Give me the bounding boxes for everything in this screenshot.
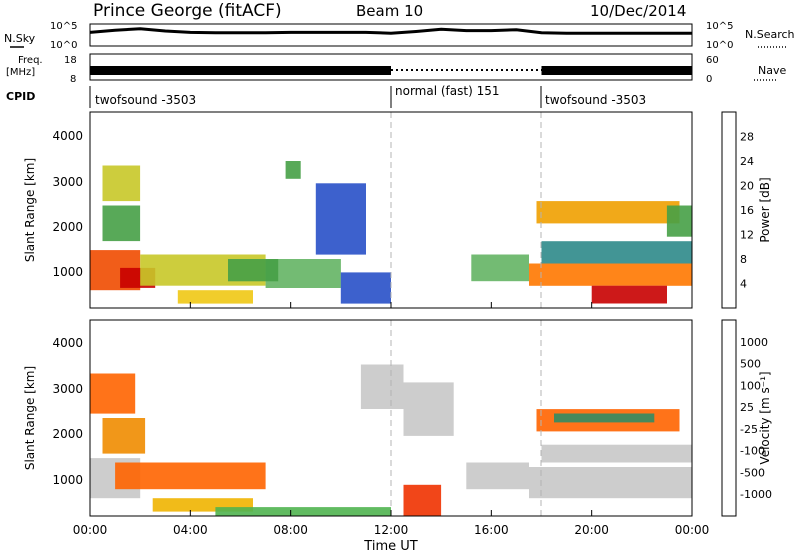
velocity-colorbar-tick-6: -500 xyxy=(740,466,765,479)
power-ytick-2000: 2000 xyxy=(52,220,83,234)
power-heatmap xyxy=(90,161,692,304)
power-region-7 xyxy=(177,290,253,304)
nsky-tick-top: 10^5 xyxy=(50,21,77,32)
velocity-ytick-3000: 3000 xyxy=(52,382,83,396)
cpid-panel: CPID twofsound -3503 normal (fast) 151 t… xyxy=(6,84,646,108)
power-colorbar: 28 24 20 16 12 8 4 xyxy=(721,111,754,309)
power-colorbar-tick-4: 12 xyxy=(740,229,754,242)
velocity-region-5 xyxy=(102,418,146,454)
power-region-8 xyxy=(228,259,279,282)
x-tick-label-5: 20:00 xyxy=(574,523,609,537)
velocity-ytick-1000: 1000 xyxy=(52,473,83,487)
freq-unit-label: [MHz] xyxy=(6,67,35,78)
velocity-xticks xyxy=(89,510,693,516)
power-ytick-1000: 1000 xyxy=(52,265,83,279)
x-tick-label-2: 08:00 xyxy=(273,523,308,537)
power-colorbar-tick-6: 4 xyxy=(740,278,747,291)
velocity-colorbar-tick-5: -100 xyxy=(740,445,765,458)
power-region-6 xyxy=(102,165,141,202)
cpid-label-2: normal (fast) 151 xyxy=(395,84,499,98)
velocity-region-7 xyxy=(360,364,404,409)
nsky-label: N.Sky xyxy=(4,32,36,45)
x-tick-label-4: 16:00 xyxy=(474,523,509,537)
noise-panel-frame xyxy=(89,23,693,47)
velocity-colorbar: 1000 500 100 25 -25 -100 -500 -1000 xyxy=(721,319,772,517)
velocity-colorbar-label: Velocity [m s⁻¹] xyxy=(758,371,772,464)
velocity-colorbar-tick-0: 1000 xyxy=(740,336,768,349)
freq-bar-0 xyxy=(90,66,391,75)
power-region-9 xyxy=(315,183,366,255)
velocity-region-6 xyxy=(403,484,442,516)
velocity-region-1 xyxy=(115,462,266,490)
power-region-12 xyxy=(529,263,692,286)
velocity-region-3 xyxy=(215,507,391,516)
nave-tick-top: 60 xyxy=(706,55,719,66)
freq-label: Freq. xyxy=(18,55,43,66)
velocity-heatmap xyxy=(90,364,692,516)
nsky-tick-bottom: 10^0 xyxy=(50,40,77,51)
power-ytick-4000: 4000 xyxy=(52,129,83,143)
power-panel: Slant Range [km] 4000 3000 2000 1000 282… xyxy=(23,111,772,309)
power-colorbar-tick-2: 20 xyxy=(740,180,754,193)
velocity-region-9 xyxy=(466,462,529,490)
date-label: 10/Dec/2014 xyxy=(590,2,686,20)
velocity-region-13 xyxy=(554,413,655,423)
nsearch-tick-bottom: 10^0 xyxy=(706,40,733,51)
velocity-colorbar-tick-7: -1000 xyxy=(740,488,772,501)
power-colorbar-frame xyxy=(721,111,737,309)
noise-line xyxy=(89,27,692,35)
velocity-colorbar-tick-3: 25 xyxy=(740,401,754,414)
x-tick-label-0: 00:00 xyxy=(73,523,108,537)
velocity-colorbar-frame xyxy=(721,319,737,517)
power-colorbar-label: Power [dB] xyxy=(758,177,772,242)
station-title: Prince George (fitACF) xyxy=(93,1,282,21)
velocity-region-4 xyxy=(90,373,136,414)
power-region-15 xyxy=(536,201,680,224)
freq-tick-top: 18 xyxy=(64,55,77,66)
x-tick-label-1: 04:00 xyxy=(173,523,208,537)
nsearch-label: N.Search xyxy=(745,28,795,41)
power-ylabel: Slant Range [km] xyxy=(23,158,37,262)
velocity-ytick-2000: 2000 xyxy=(52,427,83,441)
x-axis-label: Time UT xyxy=(363,539,417,554)
velocity-region-11 xyxy=(541,444,692,463)
velocity-panel: Slant Range [km] 4000 3000 2000 1000 100… xyxy=(23,319,772,517)
freq-tick-bottom: 8 xyxy=(70,74,76,85)
power-colorbar-tick-1: 24 xyxy=(740,155,754,168)
velocity-colorbar-tick-2: 100 xyxy=(740,379,761,392)
power-region-4 xyxy=(340,272,391,304)
cpid-label-1: twofsound -3503 xyxy=(95,93,196,107)
cpid-label: CPID xyxy=(6,90,35,103)
velocity-region-10 xyxy=(529,467,692,499)
velocity-region-8 xyxy=(403,382,454,436)
power-xticks xyxy=(89,302,693,308)
velocity-colorbar-tick-1: 500 xyxy=(740,358,761,371)
velocity-colorbar-tick-4: -25 xyxy=(740,423,758,436)
power-region-10 xyxy=(285,161,301,179)
nsearch-tick-top: 10^5 xyxy=(706,21,733,32)
power-colorbar-tick-5: 8 xyxy=(740,253,747,266)
frequency-bars xyxy=(90,66,692,75)
frequency-panel: Freq. [MHz] 18 8 60 0 Nave xyxy=(6,53,786,85)
freq-bar-2 xyxy=(541,66,692,75)
power-region-5 xyxy=(102,205,141,242)
power-colorbar-tick-0: 28 xyxy=(740,131,754,144)
power-region-14 xyxy=(541,241,692,264)
velocity-ylabel: Slant Range [km] xyxy=(23,366,37,470)
power-colorbar-tick-3: 16 xyxy=(740,204,754,217)
cpid-label-3: twofsound -3503 xyxy=(545,93,646,107)
beam-label: Beam 10 xyxy=(356,2,423,20)
x-tick-label-6: 00:00 xyxy=(675,523,710,537)
power-region-16 xyxy=(666,205,692,237)
power-ytick-3000: 3000 xyxy=(52,175,83,189)
x-tick-label-3: 12:00 xyxy=(374,523,409,537)
x-axis-tick-labels: 00:00 04:00 08:00 12:00 16:00 20:00 00:00 xyxy=(73,523,710,537)
velocity-ytick-4000: 4000 xyxy=(52,336,83,350)
nave-label: Nave xyxy=(758,64,786,77)
power-region-11 xyxy=(471,254,529,282)
power-region-13 xyxy=(591,285,667,304)
nave-tick-bottom: 0 xyxy=(706,74,712,85)
noise-panel: N.Sky 10^5 10^0 10^5 10^0 N.Search xyxy=(4,21,795,51)
